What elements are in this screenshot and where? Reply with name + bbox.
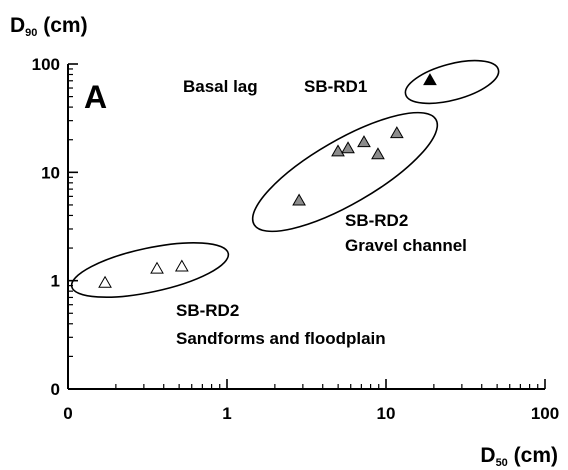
x-tick-label: 10 [377, 404, 396, 423]
y-tick-label: 10 [41, 163, 60, 182]
data-point [371, 147, 385, 160]
annotation: SB-RD2 [345, 211, 408, 230]
annotation: Gravel channel [345, 236, 467, 255]
data-point [98, 275, 112, 288]
group-ellipse [251, 111, 439, 233]
y-tick-label: 0 [51, 380, 60, 399]
group-ellipse [404, 59, 500, 105]
data-point [423, 73, 437, 86]
data-point [389, 126, 404, 139]
data-point [341, 141, 355, 154]
xlabel-unit: (cm) [508, 444, 558, 467]
data-point [292, 193, 306, 206]
ylabel-main: D [10, 14, 25, 37]
group-outlines [70, 59, 500, 298]
group-ellipse [70, 242, 230, 298]
y-tick-label: 1 [51, 272, 60, 291]
y-tick-label: 100 [32, 55, 60, 74]
data-point [357, 135, 371, 148]
ylabel-sub: 90 [25, 27, 37, 39]
data-point [174, 259, 189, 272]
annotation: SB-RD2 [176, 301, 239, 320]
x-tick-label: 0 [63, 404, 72, 423]
ylabel-unit: (cm) [37, 14, 87, 37]
x-tick-label: 100 [531, 404, 559, 423]
xlabel-sub: 50 [496, 457, 508, 469]
xlabel: D50 (cm) [480, 444, 558, 469]
xlabel-main: D [480, 444, 495, 467]
annotation: SB-RD1 [304, 77, 367, 96]
data-point [150, 261, 164, 274]
annotation: A [84, 79, 107, 115]
annotation: Basal lag [183, 77, 258, 96]
data-point [331, 144, 345, 157]
annotation: Sandforms and floodplain [176, 329, 386, 348]
x-tick-label: 1 [222, 404, 231, 423]
ylabel: D90 (cm) [10, 14, 88, 39]
